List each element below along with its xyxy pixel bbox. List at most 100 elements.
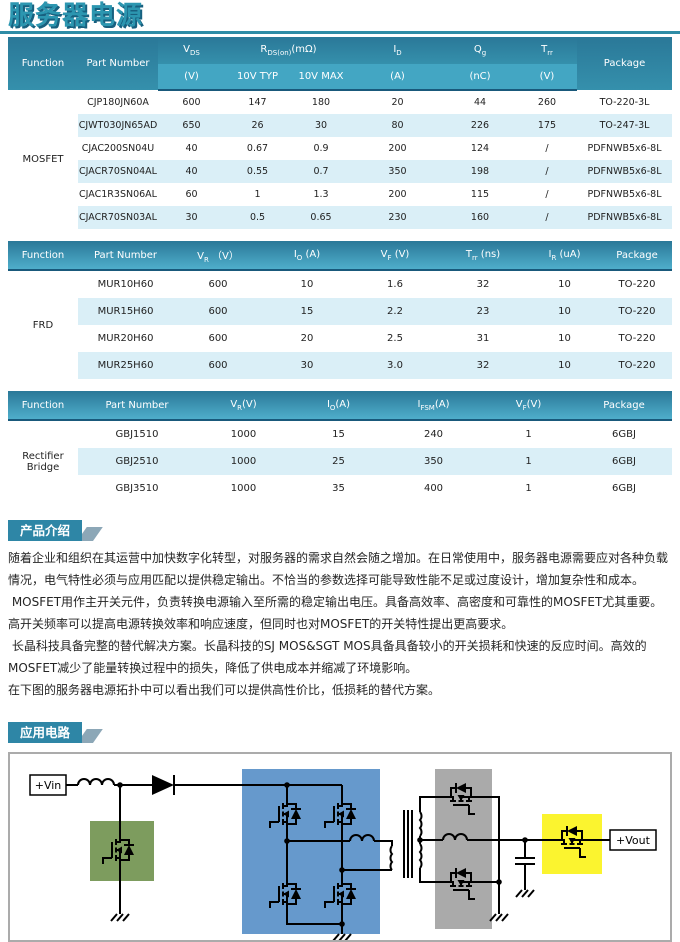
value-cell: 350 [386, 448, 481, 475]
value-cell: 30 [158, 206, 225, 229]
value-cell: 600 [173, 352, 263, 379]
function-cell: Rectifier Bridge [8, 420, 78, 502]
value-cell: 180 [290, 90, 352, 114]
value-cell: 26 [225, 114, 290, 137]
full-bridge-highlight-box [242, 769, 380, 934]
part-number-cell: GBJ2510 [78, 448, 196, 475]
intro-paragraphs: 随着企业和组织在其运营中加快数字化转型，对服务器的需求自然会随之增加。在日常使用… [8, 547, 672, 701]
col-rdson: RDS(on)(mΩ) [225, 37, 352, 64]
ground-symbol [489, 907, 509, 922]
part-number-cell: GBJ3510 [78, 475, 196, 502]
value-cell: 1 [481, 448, 576, 475]
intro-paragraph: 在下图的服务器电源拓扑中可以看出我们可以提供高性价比，低损耗的替代方案。 [8, 683, 441, 697]
col-package: Package [576, 391, 672, 421]
table-row: CJACR70SN03AL 30 0.5 0.65 230 160/PDFNWB5x6-8… [8, 206, 672, 229]
value-cell: 198 [443, 160, 517, 183]
ground-symbol [110, 907, 130, 922]
value-cell: 200 [352, 137, 443, 160]
value-cell: 23 [439, 298, 527, 325]
value-cell: 1 [225, 183, 290, 206]
col-vr: VR （V） [173, 241, 263, 271]
value-cell: TO-247-3L [577, 114, 672, 137]
value-cell: 230 [352, 206, 443, 229]
boost-diode [152, 775, 175, 795]
col-vr: VR(V) [196, 391, 291, 421]
value-cell: 40 [158, 137, 225, 160]
value-cell: 200 [352, 183, 443, 206]
value-cell: 600 [173, 270, 263, 298]
sync-rectifier-highlight-box [435, 769, 492, 929]
value-cell: TO-220 [602, 352, 672, 379]
value-cell: 1.3 [290, 183, 352, 206]
col-package: Package [602, 241, 672, 271]
value-cell: PDFNWB5x6-8L [577, 160, 672, 183]
col-function: Function [8, 241, 78, 271]
part-number-cell: GBJ1510 [78, 420, 196, 448]
part-number-cell: CJACR70SN04AL [78, 160, 158, 183]
col-io: IO (A) [263, 241, 351, 271]
value-cell: / [517, 206, 577, 229]
output-inductor [442, 833, 468, 841]
value-cell: TO-220 [602, 325, 672, 352]
value-cell: 1 [481, 475, 576, 502]
table-row: CJAC200SN04U 40 0.67 0.9 200 124/PDFNWB5x6-8L [8, 137, 672, 160]
value-cell: 20 [352, 90, 443, 114]
vin-label: +Vin [35, 779, 62, 792]
value-cell: 600 [158, 90, 225, 114]
value-cell: 30 [263, 352, 351, 379]
value-cell: 15 [263, 298, 351, 325]
value-cell: 30 [290, 114, 352, 137]
value-cell: 10 [527, 270, 602, 298]
mosfet-table: Function Part Number VDS RDS(on)(mΩ) ID … [8, 37, 672, 229]
section-badge-product-intro: 产品介绍 [8, 520, 83, 541]
value-cell: 260 [517, 90, 577, 114]
part-number-cell: CJP180JN60A [78, 90, 158, 114]
col-vf: VF (V) [351, 241, 439, 271]
table-row: CJACR70SN04AL 40 0.55 0.7 350 198/PDFNWB5x6-8… [8, 160, 672, 183]
value-cell: / [517, 160, 577, 183]
value-cell: 10 [527, 352, 602, 379]
value-cell: 226 [443, 114, 517, 137]
value-cell: 0.55 [225, 160, 290, 183]
value-cell: / [517, 137, 577, 160]
col-part-number: Part Number [78, 37, 158, 90]
table-row: GBJ3510 1000 35 400 1 6GBJ [8, 475, 672, 502]
transformer-secondary-top-winding [418, 811, 423, 837]
value-cell: 20 [263, 325, 351, 352]
value-cell: 25 [291, 448, 386, 475]
value-cell: TO-220 [602, 270, 672, 298]
table-row: MOSFET CJP180JN60A 600 147 180 20 44 260 TO-220-… [8, 90, 672, 229]
col-trr-unit: (V) [517, 64, 577, 91]
value-cell: 115 [443, 183, 517, 206]
value-cell: 2.2 [351, 298, 439, 325]
value-cell: 6GBJ [576, 448, 672, 475]
col-ir: IR (uA) [527, 241, 602, 271]
value-cell: 15 [291, 420, 386, 448]
intro-paragraph: 长晶科技具备完整的替代解决方案。长晶科技的SJ MOS&SGT MOS具备具备较… [8, 639, 647, 675]
value-cell: 600 [173, 298, 263, 325]
value-cell: 3.0 [351, 352, 439, 379]
value-cell: 6GBJ [576, 420, 672, 448]
section-badge-application-circuit: 应用电路 [8, 722, 83, 743]
value-cell: 124 [443, 137, 517, 160]
table-row: FRD MUR10H60 600 10 1.6 32 10 TO-220 [8, 270, 672, 379]
value-cell: 2.5 [351, 325, 439, 352]
circuit-svg: +Vin +Vout [29, 769, 657, 940]
value-cell: 0.65 [290, 206, 352, 229]
table-row: CJWT030JN65AD 650 26 30 80 226 175 TO-247-3L [8, 114, 672, 137]
col-qg: Qg [443, 37, 517, 64]
value-cell: 6GBJ [576, 475, 672, 502]
part-number-cell: CJACR70SN03AL [78, 206, 158, 229]
value-cell: 1000 [196, 475, 291, 502]
value-cell: 10 [527, 298, 602, 325]
rectifier-bridge-table: Function Part Number VR(V) IO(A) IFSM(A)… [8, 391, 672, 502]
input-inductor [77, 778, 115, 786]
transformer-secondary-bottom-winding [418, 843, 423, 869]
value-cell: PDFNWB5x6-8L [577, 206, 672, 229]
value-cell: 60 [158, 183, 225, 206]
value-cell: 650 [158, 114, 225, 137]
col-function: Function [8, 391, 78, 421]
table-row: MUR25H60 600 30 3.0 32 10 TO-220 [8, 352, 672, 379]
col-function: Function [8, 37, 78, 90]
value-cell: 35 [291, 475, 386, 502]
